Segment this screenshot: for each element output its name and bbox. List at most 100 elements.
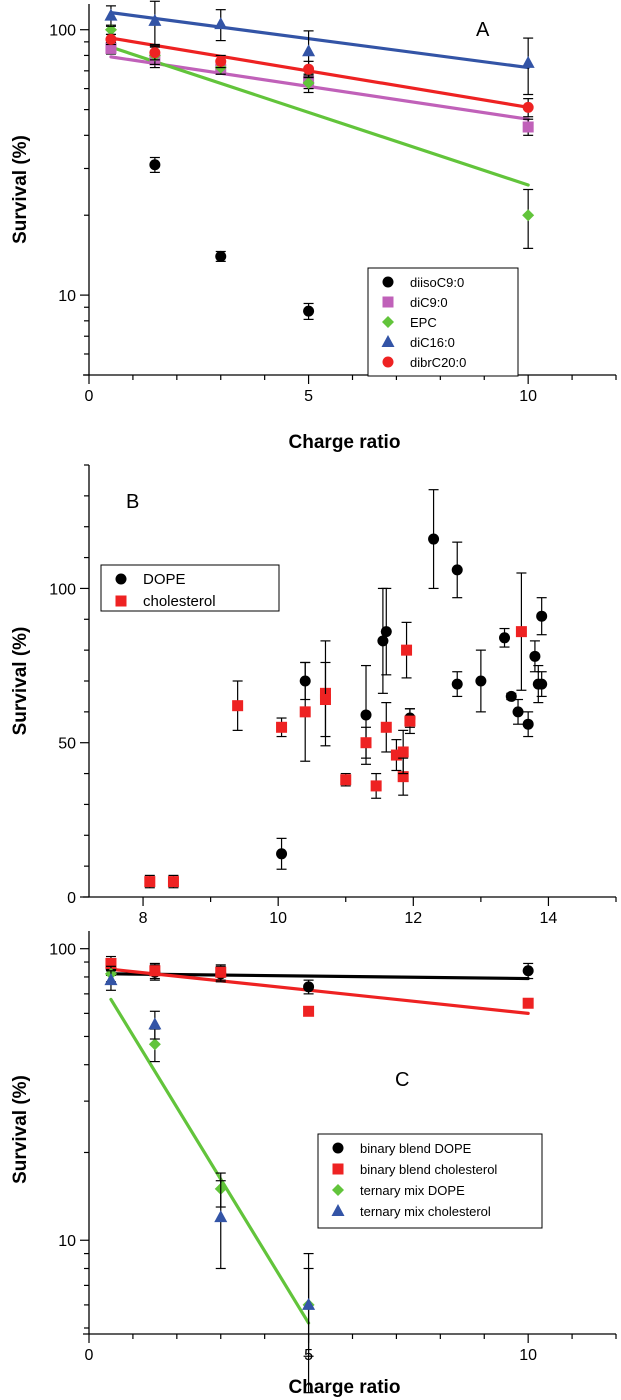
x-tick-label: 8	[139, 910, 148, 927]
y-tick-label: 0	[67, 890, 76, 907]
data-point	[522, 997, 534, 1009]
x-tick-label: 12	[404, 910, 422, 927]
data-point	[522, 121, 534, 133]
series-epc	[104, 23, 535, 249]
legend-marker	[382, 316, 394, 328]
data-point	[397, 771, 409, 783]
chart-panel-A: 0 5 10 10 100 Survival (%) Charge ratio AdiisoC…	[10, 0, 617, 453]
fit-line	[109, 967, 530, 1015]
data-point	[299, 706, 311, 718]
legend-box	[317, 1133, 543, 1229]
x-tick-label: 14	[540, 910, 558, 927]
legend-label: EPC	[410, 315, 437, 330]
data-point	[499, 632, 511, 644]
legend-label: diisoC9:0	[410, 275, 464, 290]
data-point	[360, 737, 372, 749]
data-point	[451, 678, 463, 690]
panel-label: A	[476, 19, 490, 41]
data-point	[536, 678, 548, 690]
data-point	[475, 675, 487, 687]
chart-panel-B: 8 10 12 14 0 50 100 Survival (%) B DOPE cholestero…	[10, 464, 617, 927]
data-point	[536, 610, 548, 622]
data-point	[215, 966, 227, 978]
data-point	[104, 8, 118, 21]
data-point	[428, 533, 440, 545]
fit-line	[109, 11, 530, 70]
x-tick-label: 0	[85, 1347, 94, 1364]
data-point	[522, 718, 534, 730]
data-point	[148, 1038, 161, 1051]
series-ternary-mix-cholesterol	[104, 970, 316, 1394]
data-point	[451, 564, 463, 576]
data-point	[397, 746, 409, 758]
data-point	[105, 957, 117, 969]
legend-marker	[332, 1142, 344, 1154]
series-dibrc20-0	[105, 33, 534, 118]
data-point	[303, 63, 315, 75]
panel-label: B	[126, 491, 139, 513]
series-dope	[276, 489, 548, 870]
data-point	[148, 1017, 162, 1030]
fit-line	[109, 55, 530, 121]
legend-label: ternary mix cholesterol	[360, 1204, 491, 1219]
data-point	[505, 690, 517, 702]
data-point	[215, 55, 227, 67]
data-point	[276, 848, 288, 860]
legend-box	[100, 564, 280, 612]
data-point	[148, 13, 162, 26]
data-point	[303, 981, 315, 993]
data-point	[522, 101, 534, 113]
series-cholesterol	[144, 572, 527, 889]
series-dic16-0	[104, 0, 535, 96]
data-point	[521, 55, 535, 68]
legend-marker	[332, 1163, 344, 1175]
y-tick-label: 100	[49, 942, 76, 959]
fit-line	[109, 997, 311, 1325]
data-point	[404, 715, 416, 727]
data-point	[529, 650, 541, 662]
data-point	[149, 47, 161, 59]
data-point	[105, 33, 117, 45]
data-point	[380, 626, 392, 638]
fit-line	[109, 45, 530, 187]
legend-label: ternary mix DOPE	[360, 1183, 465, 1198]
x-axis-title: Charge ratio	[289, 1377, 401, 1398]
data-point	[380, 721, 392, 733]
data-point	[370, 780, 382, 792]
data-point	[390, 749, 402, 761]
legend-marker	[382, 356, 394, 368]
legend: DOPE cholesterol	[100, 564, 280, 612]
data-point	[214, 17, 228, 30]
y-tick-label: 50	[58, 736, 76, 753]
data-point	[149, 965, 161, 977]
data-point	[319, 694, 331, 706]
legend: diisoC9:0 diC9:0 EPC diC16:0 dibrC20:0	[367, 267, 519, 377]
data-point	[232, 700, 244, 712]
fit-line	[109, 36, 530, 109]
panel-label: C	[395, 1069, 409, 1091]
legend: binary blend DOPE binary blend cholestero…	[317, 1133, 543, 1229]
legend-label: dibrC20:0	[410, 355, 466, 370]
data-point	[302, 76, 315, 89]
data-point	[377, 635, 389, 647]
data-point	[512, 706, 524, 718]
y-axis-title: Survival (%)	[10, 627, 31, 736]
data-point	[149, 159, 161, 171]
legend-label: diC16:0	[410, 335, 455, 350]
data-point	[144, 876, 156, 888]
data-point	[302, 44, 316, 57]
x-tick-label: 10	[519, 388, 537, 405]
data-point	[215, 250, 227, 262]
legend-label: binary blend cholesterol	[360, 1162, 497, 1177]
data-point	[302, 1297, 316, 1310]
x-tick-label: 5	[304, 388, 313, 405]
legend-label: DOPE	[143, 571, 186, 588]
data-point	[522, 965, 534, 977]
fit-line	[109, 972, 530, 981]
legend-label: cholesterol	[143, 593, 216, 610]
data-point	[104, 973, 118, 986]
data-point	[515, 626, 527, 638]
data-point	[522, 209, 535, 222]
data-point	[303, 1005, 315, 1017]
